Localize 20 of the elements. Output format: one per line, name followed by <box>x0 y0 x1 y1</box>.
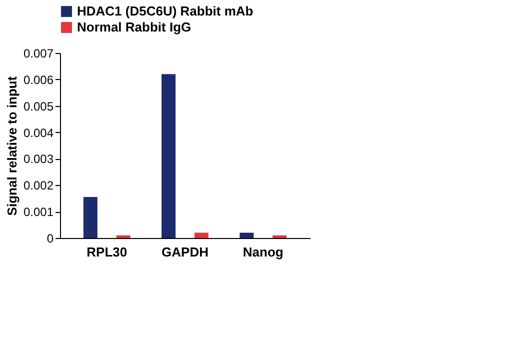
bar <box>194 232 208 238</box>
y-tick-label: 0.002 <box>23 178 54 193</box>
bar <box>162 74 176 238</box>
y-tick-label: 0 <box>46 232 54 246</box>
x-tick-label: RPL30 <box>86 244 128 260</box>
bar <box>83 197 98 238</box>
y-tick-label: 0.005 <box>23 99 54 114</box>
legend-label: HDAC1 (D5C6U) Rabbit mAb <box>77 4 254 18</box>
legend-label: Normal Rabbit IgG <box>77 20 192 34</box>
y-tick-label: 0.004 <box>23 126 54 140</box>
y-tick-label: 0.006 <box>23 72 54 87</box>
bar <box>240 232 254 238</box>
y-tick-label: 0.003 <box>23 152 54 166</box>
bar <box>272 235 287 238</box>
x-tick-label: Nanog <box>242 244 284 260</box>
y-tick-label: 0.007 <box>23 46 54 60</box>
y-tick-label: 0.001 <box>23 205 54 220</box>
y-axis-title: Signal relative to input <box>4 76 20 216</box>
bar <box>116 235 130 238</box>
x-tick-label: GAPDH <box>162 244 208 260</box>
